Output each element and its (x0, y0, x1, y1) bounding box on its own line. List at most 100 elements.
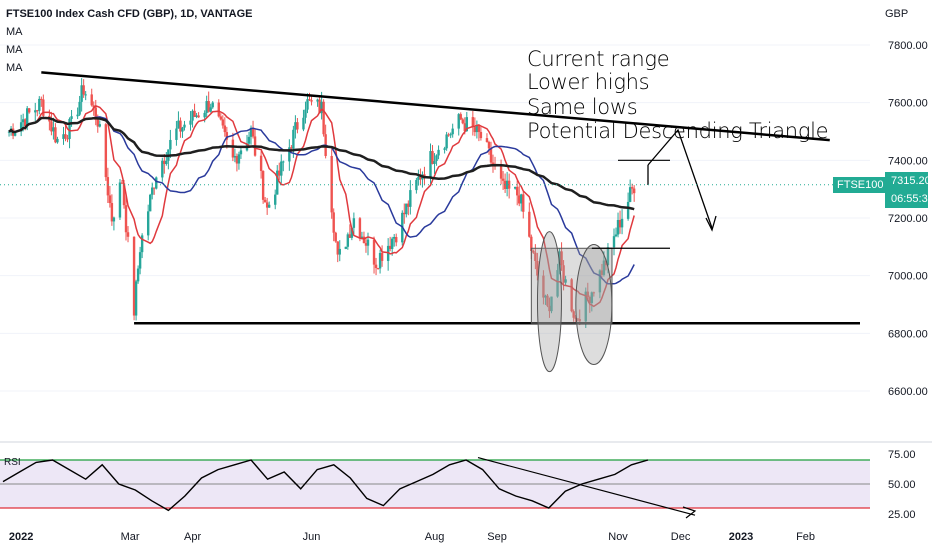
moving-average-line-3 (8, 116, 635, 211)
candle-body (475, 125, 479, 133)
candle-body (274, 194, 277, 205)
indicator-ma-2[interactable]: MA (6, 44, 23, 56)
candle-body (221, 119, 224, 126)
candle-body (348, 234, 352, 238)
candle-body (197, 115, 200, 118)
candle-body (112, 217, 116, 222)
candle-body (360, 236, 364, 239)
pattern-left-shoulder (536, 231, 562, 373)
candle-body (146, 211, 150, 236)
candle-body (261, 170, 265, 200)
annotation-line-2: Lower highs (527, 70, 650, 94)
candle-body (50, 121, 53, 132)
candle-body (372, 239, 376, 265)
candle-body (151, 187, 154, 195)
candle-body (433, 161, 436, 164)
candle-body (618, 219, 622, 228)
candle-body (546, 295, 549, 306)
candle-body (435, 155, 438, 162)
candle-body (445, 134, 448, 149)
candle-body (308, 99, 311, 101)
candle-body (306, 99, 309, 110)
candle-body (376, 268, 380, 270)
candle-body (179, 120, 182, 132)
candle-body (544, 295, 547, 298)
candle-body (132, 236, 136, 316)
candle-body (532, 250, 535, 253)
candle-body (19, 122, 23, 132)
candle-body (503, 180, 507, 189)
candle-body (534, 252, 537, 261)
price-tick-label: 7600.00 (888, 98, 928, 110)
candle-body (590, 292, 594, 304)
candle-body (265, 202, 269, 208)
candle-body (431, 151, 434, 164)
candle-body (501, 178, 505, 181)
candle-body (499, 166, 503, 179)
candle-body (82, 85, 85, 95)
candle-body (288, 147, 291, 162)
candle-body (505, 180, 509, 189)
chart-title[interactable]: FTSE100 Index Cash CFD (GBP), 1D, VANTAG… (6, 8, 253, 20)
last-price-badge: FTSE100 7315.20 06:55:35 (833, 172, 932, 208)
annotation-line-1: Current range (527, 47, 670, 71)
candle-body (429, 151, 432, 177)
candle-body (163, 160, 166, 164)
candle-body (477, 125, 481, 132)
candle-body (604, 260, 608, 266)
price-tick-label: 6800.00 (888, 328, 928, 340)
candle-body (140, 235, 144, 253)
candle-body (548, 305, 551, 312)
candle-body (290, 147, 293, 149)
candle-body (276, 170, 279, 195)
candle-body (338, 248, 341, 255)
price-tick-label: 7800.00 (888, 40, 928, 52)
candle-body (118, 182, 122, 218)
pattern-right-shoulder (575, 244, 613, 365)
candle-body (62, 134, 65, 139)
candle-body (165, 160, 168, 164)
candle-body (13, 131, 17, 136)
time-tick-label: Nov (608, 531, 628, 543)
candle-body (378, 252, 382, 269)
candle-body (459, 114, 462, 120)
candle-body (612, 236, 616, 248)
candle-body (358, 218, 362, 239)
candle-body (388, 245, 392, 249)
candle-body (564, 279, 567, 283)
candle-body (28, 108, 31, 113)
candle-body (183, 124, 186, 128)
candle-body (562, 265, 565, 283)
candle-body (374, 264, 378, 269)
candle-body (588, 297, 592, 304)
candle-body (52, 127, 55, 132)
rsi-tick-label: 25.00 (888, 509, 916, 521)
candle-body (40, 98, 43, 100)
candle-body (485, 138, 489, 142)
candle-body (21, 119, 25, 123)
candle-body (409, 190, 412, 207)
candle-body (330, 155, 333, 213)
candle-body (104, 124, 108, 178)
candle-body (25, 108, 29, 127)
annotation-line-3: Same lows (527, 95, 638, 119)
time-tick-label: Dec (671, 531, 691, 543)
last-price-value: 7315.20 (885, 172, 931, 190)
candle-body (479, 131, 483, 139)
candle-body (334, 232, 337, 242)
indicator-ma-3[interactable]: MA (6, 62, 23, 74)
bar-countdown: 06:55:35 (885, 190, 932, 208)
candle-body (419, 176, 422, 180)
candle-body (42, 99, 45, 116)
candle-body (106, 177, 110, 196)
indicator-ma-1[interactable]: MA (6, 26, 23, 38)
moving-average-line-1 (8, 105, 635, 308)
candle-body (126, 232, 130, 237)
candle-body (191, 110, 194, 121)
candle-body (451, 128, 454, 135)
candle-body (294, 122, 297, 130)
candle-body (38, 98, 41, 111)
candle-body (336, 241, 339, 255)
candle-body (84, 94, 87, 96)
candle-body (403, 212, 406, 215)
